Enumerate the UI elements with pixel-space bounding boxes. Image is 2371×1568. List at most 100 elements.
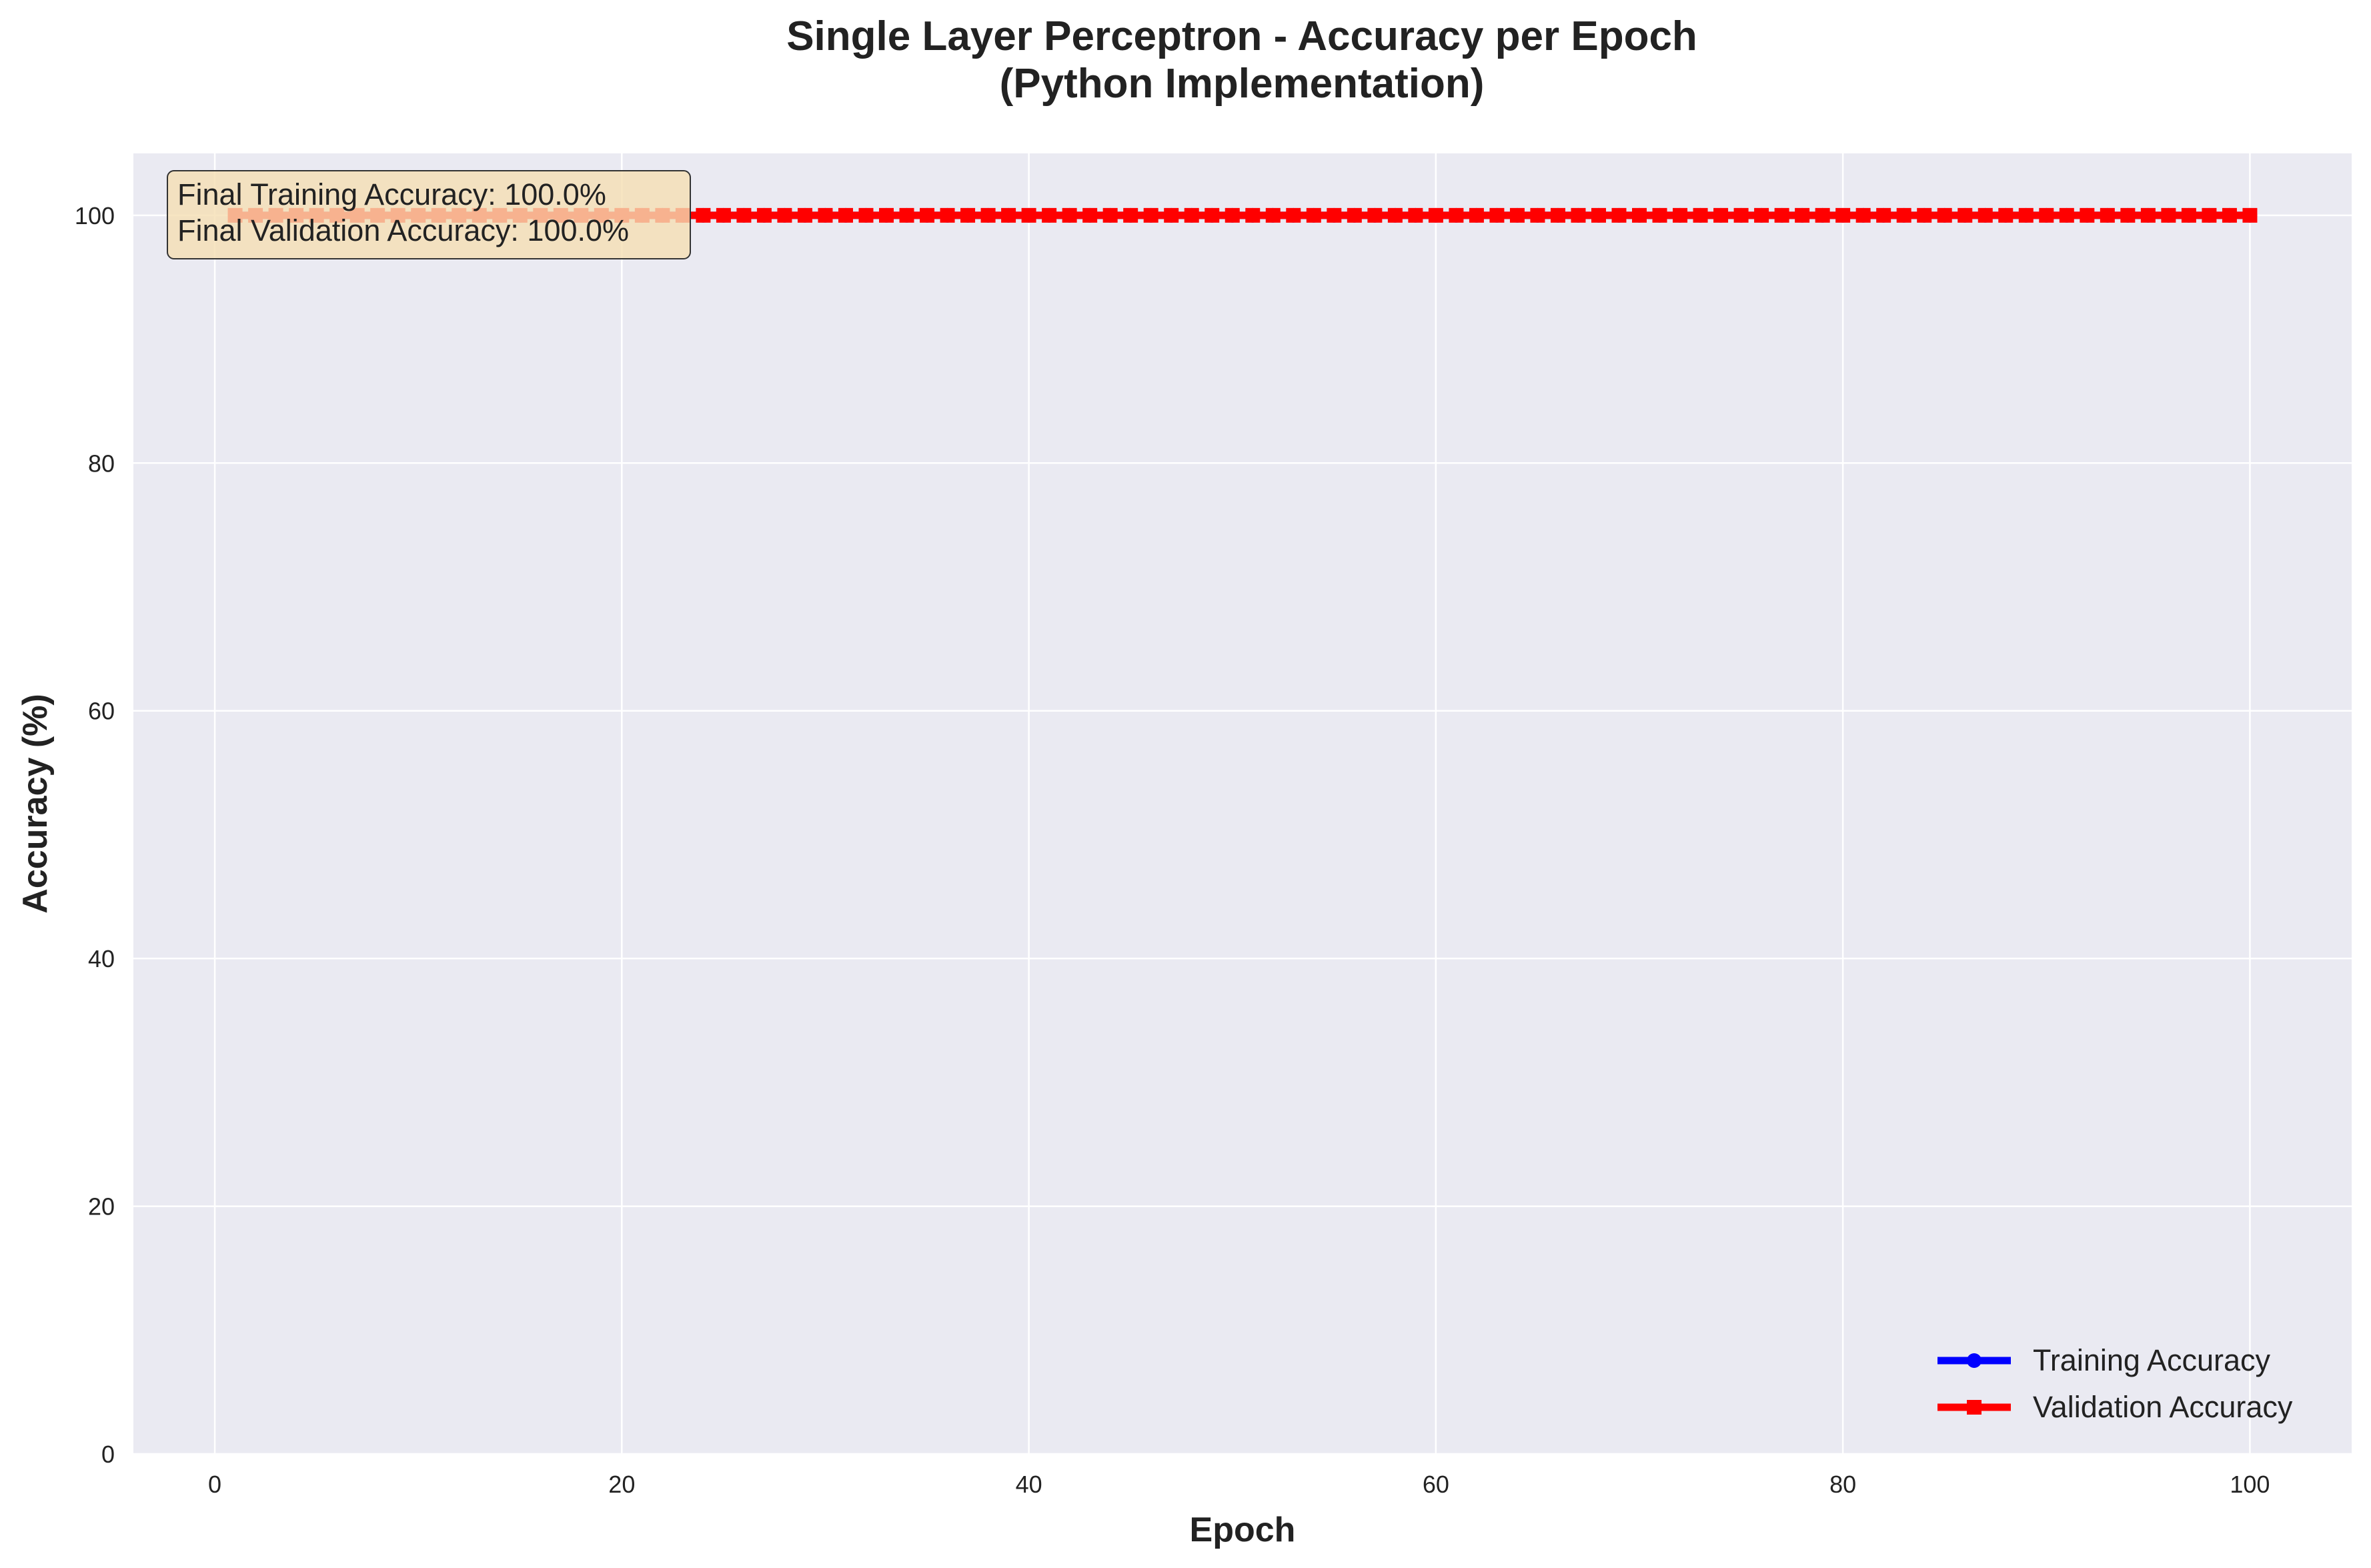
validation-point <box>1713 207 1729 223</box>
validation-point <box>716 207 731 223</box>
validation-point <box>1835 207 1851 223</box>
validation-point <box>1001 207 1016 223</box>
validation-point <box>1693 207 1708 223</box>
validation-point <box>1184 207 1199 223</box>
validation-point <box>1245 207 1261 223</box>
legend-training-label: Training Accuracy <box>2033 1343 2270 1377</box>
validation-point <box>2181 207 2196 223</box>
validation-point <box>696 207 711 223</box>
validation-point <box>818 207 833 223</box>
validation-point <box>1571 207 1586 223</box>
x-tick-label: 40 <box>1016 1471 1042 1498</box>
validation-point <box>1408 207 1423 223</box>
validation-point <box>1855 207 1871 223</box>
validation-point <box>1205 207 1220 223</box>
validation-point <box>1957 207 1973 223</box>
annotation-training-accuracy: Final Training Accuracy: 100.0% <box>177 177 606 211</box>
validation-point <box>1306 207 1321 223</box>
plot-area <box>133 153 2352 1454</box>
validation-point <box>756 207 772 223</box>
x-tick-label: 80 <box>1829 1471 1856 1498</box>
validation-point <box>1550 207 1565 223</box>
validation-point <box>797 207 812 223</box>
validation-point <box>2120 207 2136 223</box>
validation-point <box>1754 207 1769 223</box>
validation-point <box>1733 207 1749 223</box>
final-accuracy-annotation: Final Training Accuracy: 100.0% Final Va… <box>167 170 691 259</box>
validation-point <box>838 207 853 223</box>
validation-point <box>899 207 914 223</box>
validation-point <box>1387 207 1403 223</box>
validation-point <box>1673 207 1688 223</box>
validation-point <box>1652 207 1667 223</box>
validation-point <box>1978 207 1993 223</box>
validation-point <box>1225 207 1240 223</box>
validation-point <box>1489 207 1505 223</box>
validation-point <box>1082 207 1098 223</box>
validation-point <box>1509 207 1525 223</box>
y-tick-label: 0 <box>101 1441 115 1468</box>
validation-point <box>980 207 996 223</box>
chart-title: Single Layer Perceptron - Accuracy per E… <box>786 13 1697 59</box>
validation-point <box>736 207 752 223</box>
x-tick-label: 60 <box>1423 1471 1449 1498</box>
chart-subtitle: (Python Implementation) <box>1000 61 1485 107</box>
validation-point <box>879 207 894 223</box>
y-tick-label: 60 <box>88 698 115 725</box>
validation-point <box>1917 207 1932 223</box>
validation-point <box>1123 207 1138 223</box>
validation-point <box>1021 207 1036 223</box>
validation-point <box>2100 207 2115 223</box>
validation-point <box>1265 207 1281 223</box>
validation-point <box>1774 207 1789 223</box>
validation-point <box>1449 207 1464 223</box>
validation-point <box>1876 207 1891 223</box>
tick-labels: 0 20 40 60 80 100 0 20 40 60 80 100 <box>75 202 2270 1498</box>
validation-point <box>2222 207 2237 223</box>
validation-point <box>1530 207 1545 223</box>
validation-point <box>1042 207 1057 223</box>
y-tick-label: 80 <box>88 450 115 477</box>
validation-point <box>1367 207 1383 223</box>
y-axis-label: Accuracy (%) <box>16 694 55 913</box>
y-tick-label: 100 <box>75 202 115 229</box>
x-tick-label: 100 <box>2230 1471 2270 1498</box>
validation-point <box>2161 207 2176 223</box>
validation-point <box>1164 207 1179 223</box>
legend-validation-marker <box>1967 1400 1982 1415</box>
annotation-validation-accuracy: Final Validation Accuracy: 100.0% <box>177 213 629 247</box>
legend-validation-label: Validation Accuracy <box>2033 1390 2293 1424</box>
validation-point <box>2080 207 2095 223</box>
validation-point <box>858 207 874 223</box>
validation-point <box>2242 207 2258 223</box>
validation-point <box>1286 207 1301 223</box>
validation-point <box>2018 207 2034 223</box>
legend-training-marker <box>1967 1353 1982 1368</box>
validation-point <box>1347 207 1362 223</box>
validation-point <box>1937 207 1952 223</box>
validation-point <box>920 207 935 223</box>
x-tick-label: 20 <box>608 1471 635 1498</box>
validation-point <box>2039 207 2054 223</box>
validation-point <box>1062 207 1077 223</box>
validation-point <box>2140 207 2156 223</box>
validation-point <box>1795 207 1810 223</box>
validation-point <box>1428 207 1443 223</box>
validation-point <box>940 207 955 223</box>
validation-point <box>1102 207 1118 223</box>
validation-point <box>1998 207 2014 223</box>
validation-point <box>1815 207 1830 223</box>
x-axis-label: Epoch <box>1190 1511 1296 1549</box>
validation-point <box>1143 207 1158 223</box>
validation-point <box>1327 207 1342 223</box>
validation-point <box>1469 207 1484 223</box>
legend: Training Accuracy Validation Accuracy <box>1937 1343 2293 1424</box>
validation-point <box>1632 207 1647 223</box>
y-tick-label: 20 <box>88 1193 115 1221</box>
validation-point <box>2059 207 2074 223</box>
validation-point <box>1896 207 1911 223</box>
validation-point <box>777 207 792 223</box>
validation-point <box>1611 207 1627 223</box>
validation-point <box>1591 207 1606 223</box>
